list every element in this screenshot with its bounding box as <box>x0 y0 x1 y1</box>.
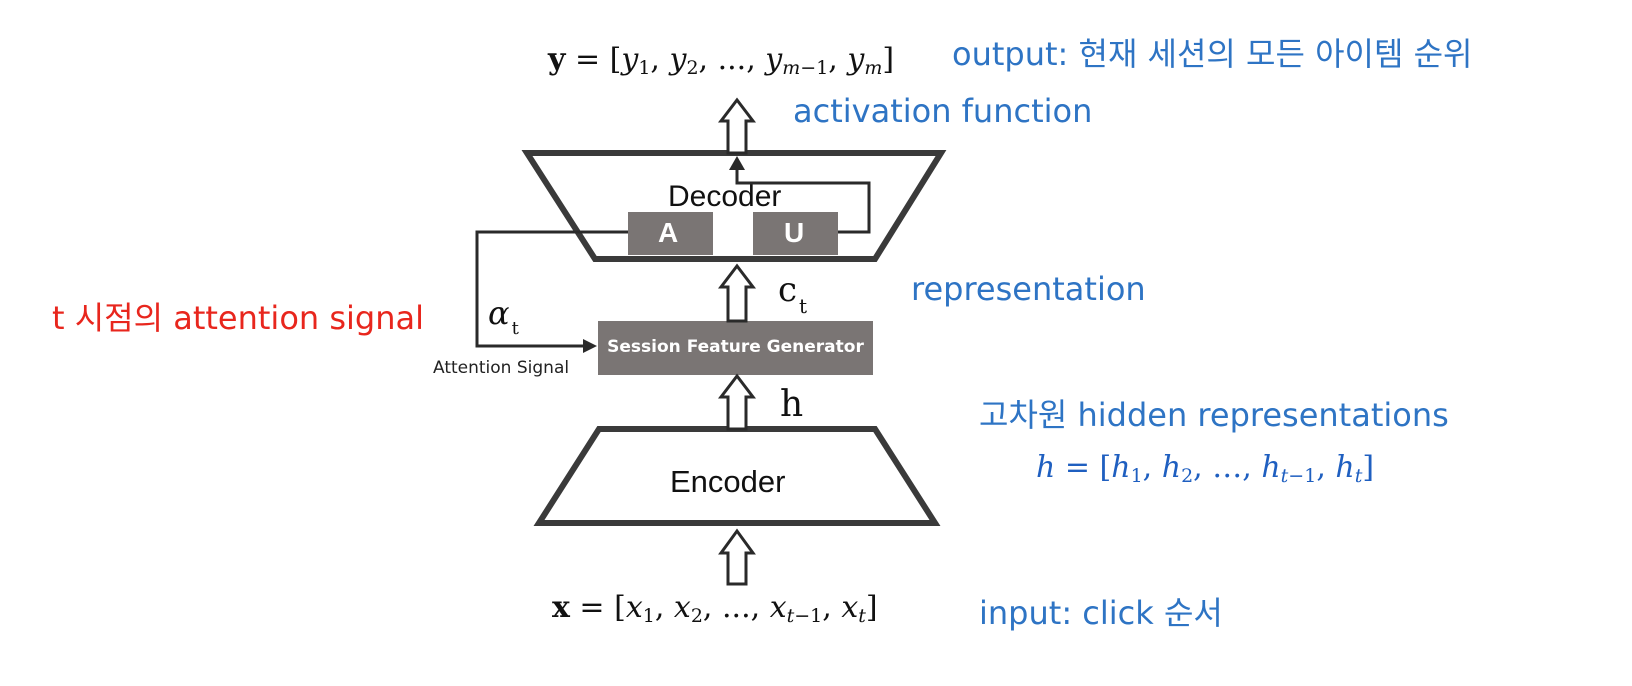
input-arrow <box>718 528 756 586</box>
activation-annotation: activation function <box>793 92 1093 130</box>
c-t-symbol: c <box>778 270 798 310</box>
session-feature-generator-label: Session Feature Generator <box>607 337 864 357</box>
attention-block-label: A <box>658 217 679 248</box>
input-equation: x = [x1, x2, ..., xt−1, xt] <box>552 590 878 627</box>
alpha-subscript: t <box>511 318 519 339</box>
output-annotation: output: 현재 세션의 모든 아이템 순위 <box>952 35 1473 73</box>
output-equation: y = [y1, y2, ..., ym−1, ym] <box>548 42 895 79</box>
attention-signal-line <box>475 230 628 348</box>
session-feature-generator-box <box>598 321 873 375</box>
hidden-annotation: 고차원 hidden representations <box>979 396 1449 434</box>
h-label: h <box>780 384 804 425</box>
update-block <box>753 212 838 255</box>
encoder-label: Encoder <box>670 464 786 499</box>
input-annotation: input: click 순서 <box>979 594 1223 632</box>
update-block-label: U <box>784 217 805 248</box>
decoder-feedback-arrowhead <box>729 156 745 170</box>
c-t-subscript: t <box>799 294 808 318</box>
attention-block <box>628 212 713 255</box>
hidden-arrow <box>717 373 757 431</box>
representation-annotation: representation <box>911 270 1146 308</box>
attention-signal-annotation: t 시점의 attention signal <box>52 299 425 337</box>
alpha-symbol: α <box>488 294 510 332</box>
output-arrow <box>717 97 757 155</box>
attention-signal-label: Attention Signal <box>433 358 570 378</box>
representation-arrow <box>717 263 757 323</box>
attention-signal-arrowhead <box>583 339 597 353</box>
encoder-shape <box>533 426 941 526</box>
decoder-label: Decoder <box>668 180 782 213</box>
hidden-equation: h = [h1, h2, …, ht−1, ht] <box>1036 450 1375 487</box>
decoder-feedback-line <box>735 165 871 234</box>
